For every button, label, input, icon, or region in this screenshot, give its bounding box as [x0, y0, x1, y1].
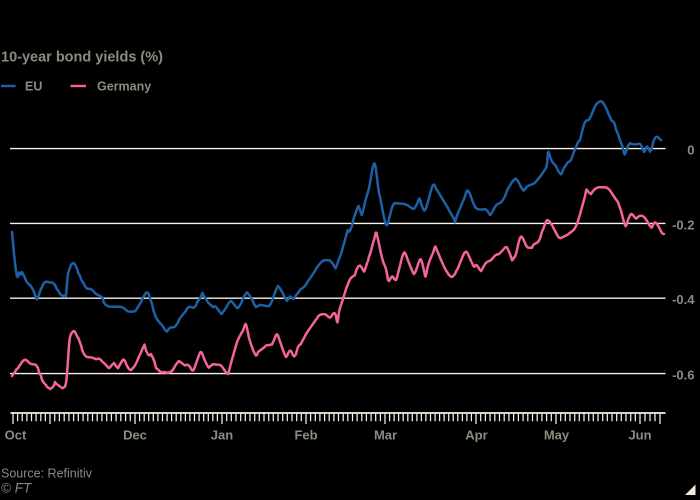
svg-text:Feb: Feb [294, 428, 317, 443]
svg-text:Jan: Jan [211, 428, 233, 443]
svg-text:-0.6: -0.6 [672, 368, 694, 383]
svg-text:EU: EU [25, 80, 42, 94]
svg-text:Oct: Oct [5, 428, 27, 443]
svg-text:0: 0 [687, 143, 694, 158]
svg-text:Apr: Apr [465, 428, 487, 443]
svg-text:© FT: © FT [1, 481, 33, 496]
svg-text:Jun: Jun [628, 428, 651, 443]
svg-text:Dec: Dec [123, 428, 147, 443]
svg-text:May: May [544, 428, 570, 443]
svg-text:Germany: Germany [97, 80, 151, 94]
svg-text:-0.2: -0.2 [672, 217, 694, 232]
svg-text:-0.4: -0.4 [672, 292, 695, 307]
svg-text:Mar: Mar [374, 428, 397, 443]
svg-text:10-year bond yields (%): 10-year bond yields (%) [1, 50, 163, 66]
svg-text:Source: Refinitiv: Source: Refinitiv [1, 467, 93, 481]
